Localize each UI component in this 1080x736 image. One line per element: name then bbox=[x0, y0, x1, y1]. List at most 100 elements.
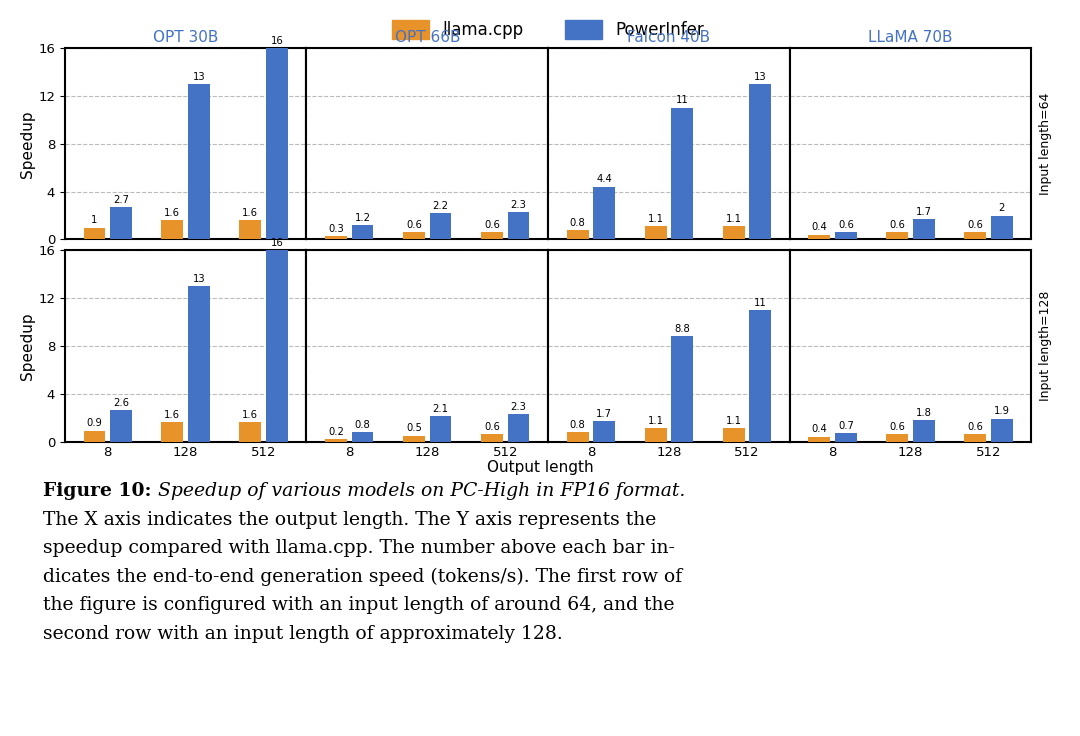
Bar bbox=[110, 411, 132, 442]
Text: 0.6: 0.6 bbox=[968, 220, 983, 230]
Text: 2: 2 bbox=[999, 203, 1005, 213]
Bar bbox=[481, 233, 503, 239]
Bar bbox=[352, 432, 374, 442]
Text: 16: 16 bbox=[270, 238, 283, 248]
Text: 1.1: 1.1 bbox=[726, 416, 742, 426]
Text: dicates the end-to-end generation speed (tokens/s). The first row of: dicates the end-to-end generation speed … bbox=[43, 567, 683, 586]
Bar bbox=[325, 439, 347, 442]
Title: LLaMA 70B: LLaMA 70B bbox=[868, 30, 953, 46]
Bar bbox=[750, 310, 771, 442]
Text: 0.6: 0.6 bbox=[890, 220, 905, 230]
Bar bbox=[162, 422, 184, 442]
Text: 2.7: 2.7 bbox=[113, 195, 129, 205]
Text: 2.3: 2.3 bbox=[511, 402, 526, 411]
Text: Speedup of various models on PC-High in FP16 format.: Speedup of various models on PC-High in … bbox=[151, 482, 685, 500]
Bar bbox=[723, 227, 744, 239]
Text: 0.4: 0.4 bbox=[811, 425, 827, 434]
Bar bbox=[430, 213, 451, 239]
Bar bbox=[188, 286, 210, 442]
Bar bbox=[162, 220, 184, 239]
Text: 1.6: 1.6 bbox=[164, 208, 180, 218]
Title: OPT 30B: OPT 30B bbox=[153, 30, 218, 46]
Text: Output length: Output length bbox=[487, 460, 593, 475]
Bar bbox=[240, 422, 261, 442]
Bar bbox=[913, 420, 935, 442]
Text: speedup compared with llama.cpp. The number above each bar in-: speedup compared with llama.cpp. The num… bbox=[43, 539, 675, 557]
Bar bbox=[188, 84, 210, 239]
Bar bbox=[672, 336, 693, 442]
Text: 1.6: 1.6 bbox=[242, 208, 258, 218]
Text: 16: 16 bbox=[270, 35, 283, 46]
Text: 1.1: 1.1 bbox=[648, 214, 664, 224]
Text: 1.6: 1.6 bbox=[242, 410, 258, 420]
Bar bbox=[240, 220, 261, 239]
Bar bbox=[352, 225, 374, 239]
Bar bbox=[809, 436, 831, 442]
Bar bbox=[750, 84, 771, 239]
Text: 1.1: 1.1 bbox=[648, 416, 664, 426]
Text: 2.2: 2.2 bbox=[432, 201, 448, 210]
Text: 2.6: 2.6 bbox=[113, 398, 129, 408]
Text: 8.8: 8.8 bbox=[674, 324, 690, 334]
Text: Figure 10:: Figure 10: bbox=[43, 482, 151, 500]
Text: 1.6: 1.6 bbox=[164, 410, 180, 420]
Text: 13: 13 bbox=[754, 71, 767, 82]
Bar bbox=[325, 236, 347, 239]
Text: 0.9: 0.9 bbox=[86, 419, 103, 428]
Text: 1.7: 1.7 bbox=[916, 207, 932, 217]
Text: 1.9: 1.9 bbox=[994, 406, 1010, 417]
Bar bbox=[645, 428, 666, 442]
Bar bbox=[723, 428, 744, 442]
Legend: llama.cpp, PowerInfer: llama.cpp, PowerInfer bbox=[386, 14, 711, 46]
Title: OPT 66B: OPT 66B bbox=[394, 30, 460, 46]
Y-axis label: Speedup: Speedup bbox=[21, 312, 36, 380]
Text: 0.6: 0.6 bbox=[484, 220, 500, 230]
Text: Input length=128: Input length=128 bbox=[1039, 291, 1052, 401]
Bar bbox=[481, 434, 503, 442]
Text: 0.3: 0.3 bbox=[328, 224, 343, 233]
Bar bbox=[835, 434, 856, 442]
Bar bbox=[83, 227, 106, 239]
Bar bbox=[990, 419, 1013, 442]
Bar bbox=[403, 233, 424, 239]
Text: 11: 11 bbox=[676, 96, 689, 105]
Text: 0.8: 0.8 bbox=[570, 420, 585, 430]
Bar bbox=[567, 230, 589, 239]
Text: 0.7: 0.7 bbox=[838, 421, 854, 431]
Bar bbox=[835, 233, 856, 239]
Bar bbox=[508, 212, 529, 239]
Bar bbox=[508, 414, 529, 442]
Text: 0.2: 0.2 bbox=[328, 427, 345, 436]
Text: 1: 1 bbox=[91, 215, 97, 225]
Bar bbox=[913, 219, 935, 239]
Text: 4.4: 4.4 bbox=[596, 174, 612, 185]
Text: 1.1: 1.1 bbox=[726, 214, 742, 224]
Bar bbox=[266, 250, 287, 442]
Text: 0.4: 0.4 bbox=[811, 222, 827, 233]
Bar bbox=[83, 431, 106, 442]
Text: 1.7: 1.7 bbox=[596, 409, 612, 419]
Text: the figure is configured with an input length of around 64, and the: the figure is configured with an input l… bbox=[43, 596, 675, 615]
Text: 0.8: 0.8 bbox=[354, 420, 370, 430]
Bar bbox=[403, 436, 424, 442]
Bar bbox=[430, 417, 451, 442]
Bar bbox=[593, 421, 616, 442]
Bar bbox=[593, 187, 616, 239]
Text: Input length=64: Input length=64 bbox=[1039, 93, 1052, 195]
Bar bbox=[567, 432, 589, 442]
Text: 13: 13 bbox=[192, 71, 205, 82]
Text: second row with an input length of approximately 128.: second row with an input length of appro… bbox=[43, 625, 563, 643]
Bar bbox=[887, 233, 908, 239]
Text: 0.5: 0.5 bbox=[406, 423, 422, 434]
Text: 0.6: 0.6 bbox=[968, 422, 983, 432]
Title: Falcon 40B: Falcon 40B bbox=[627, 30, 711, 46]
Text: 0.6: 0.6 bbox=[838, 220, 854, 230]
Bar bbox=[990, 216, 1013, 239]
Text: 13: 13 bbox=[192, 274, 205, 283]
Bar bbox=[964, 233, 986, 239]
Text: 11: 11 bbox=[754, 297, 767, 308]
Text: 2.1: 2.1 bbox=[432, 404, 448, 414]
Text: 0.6: 0.6 bbox=[484, 422, 500, 432]
Bar bbox=[645, 227, 666, 239]
Text: 0.6: 0.6 bbox=[406, 220, 422, 230]
